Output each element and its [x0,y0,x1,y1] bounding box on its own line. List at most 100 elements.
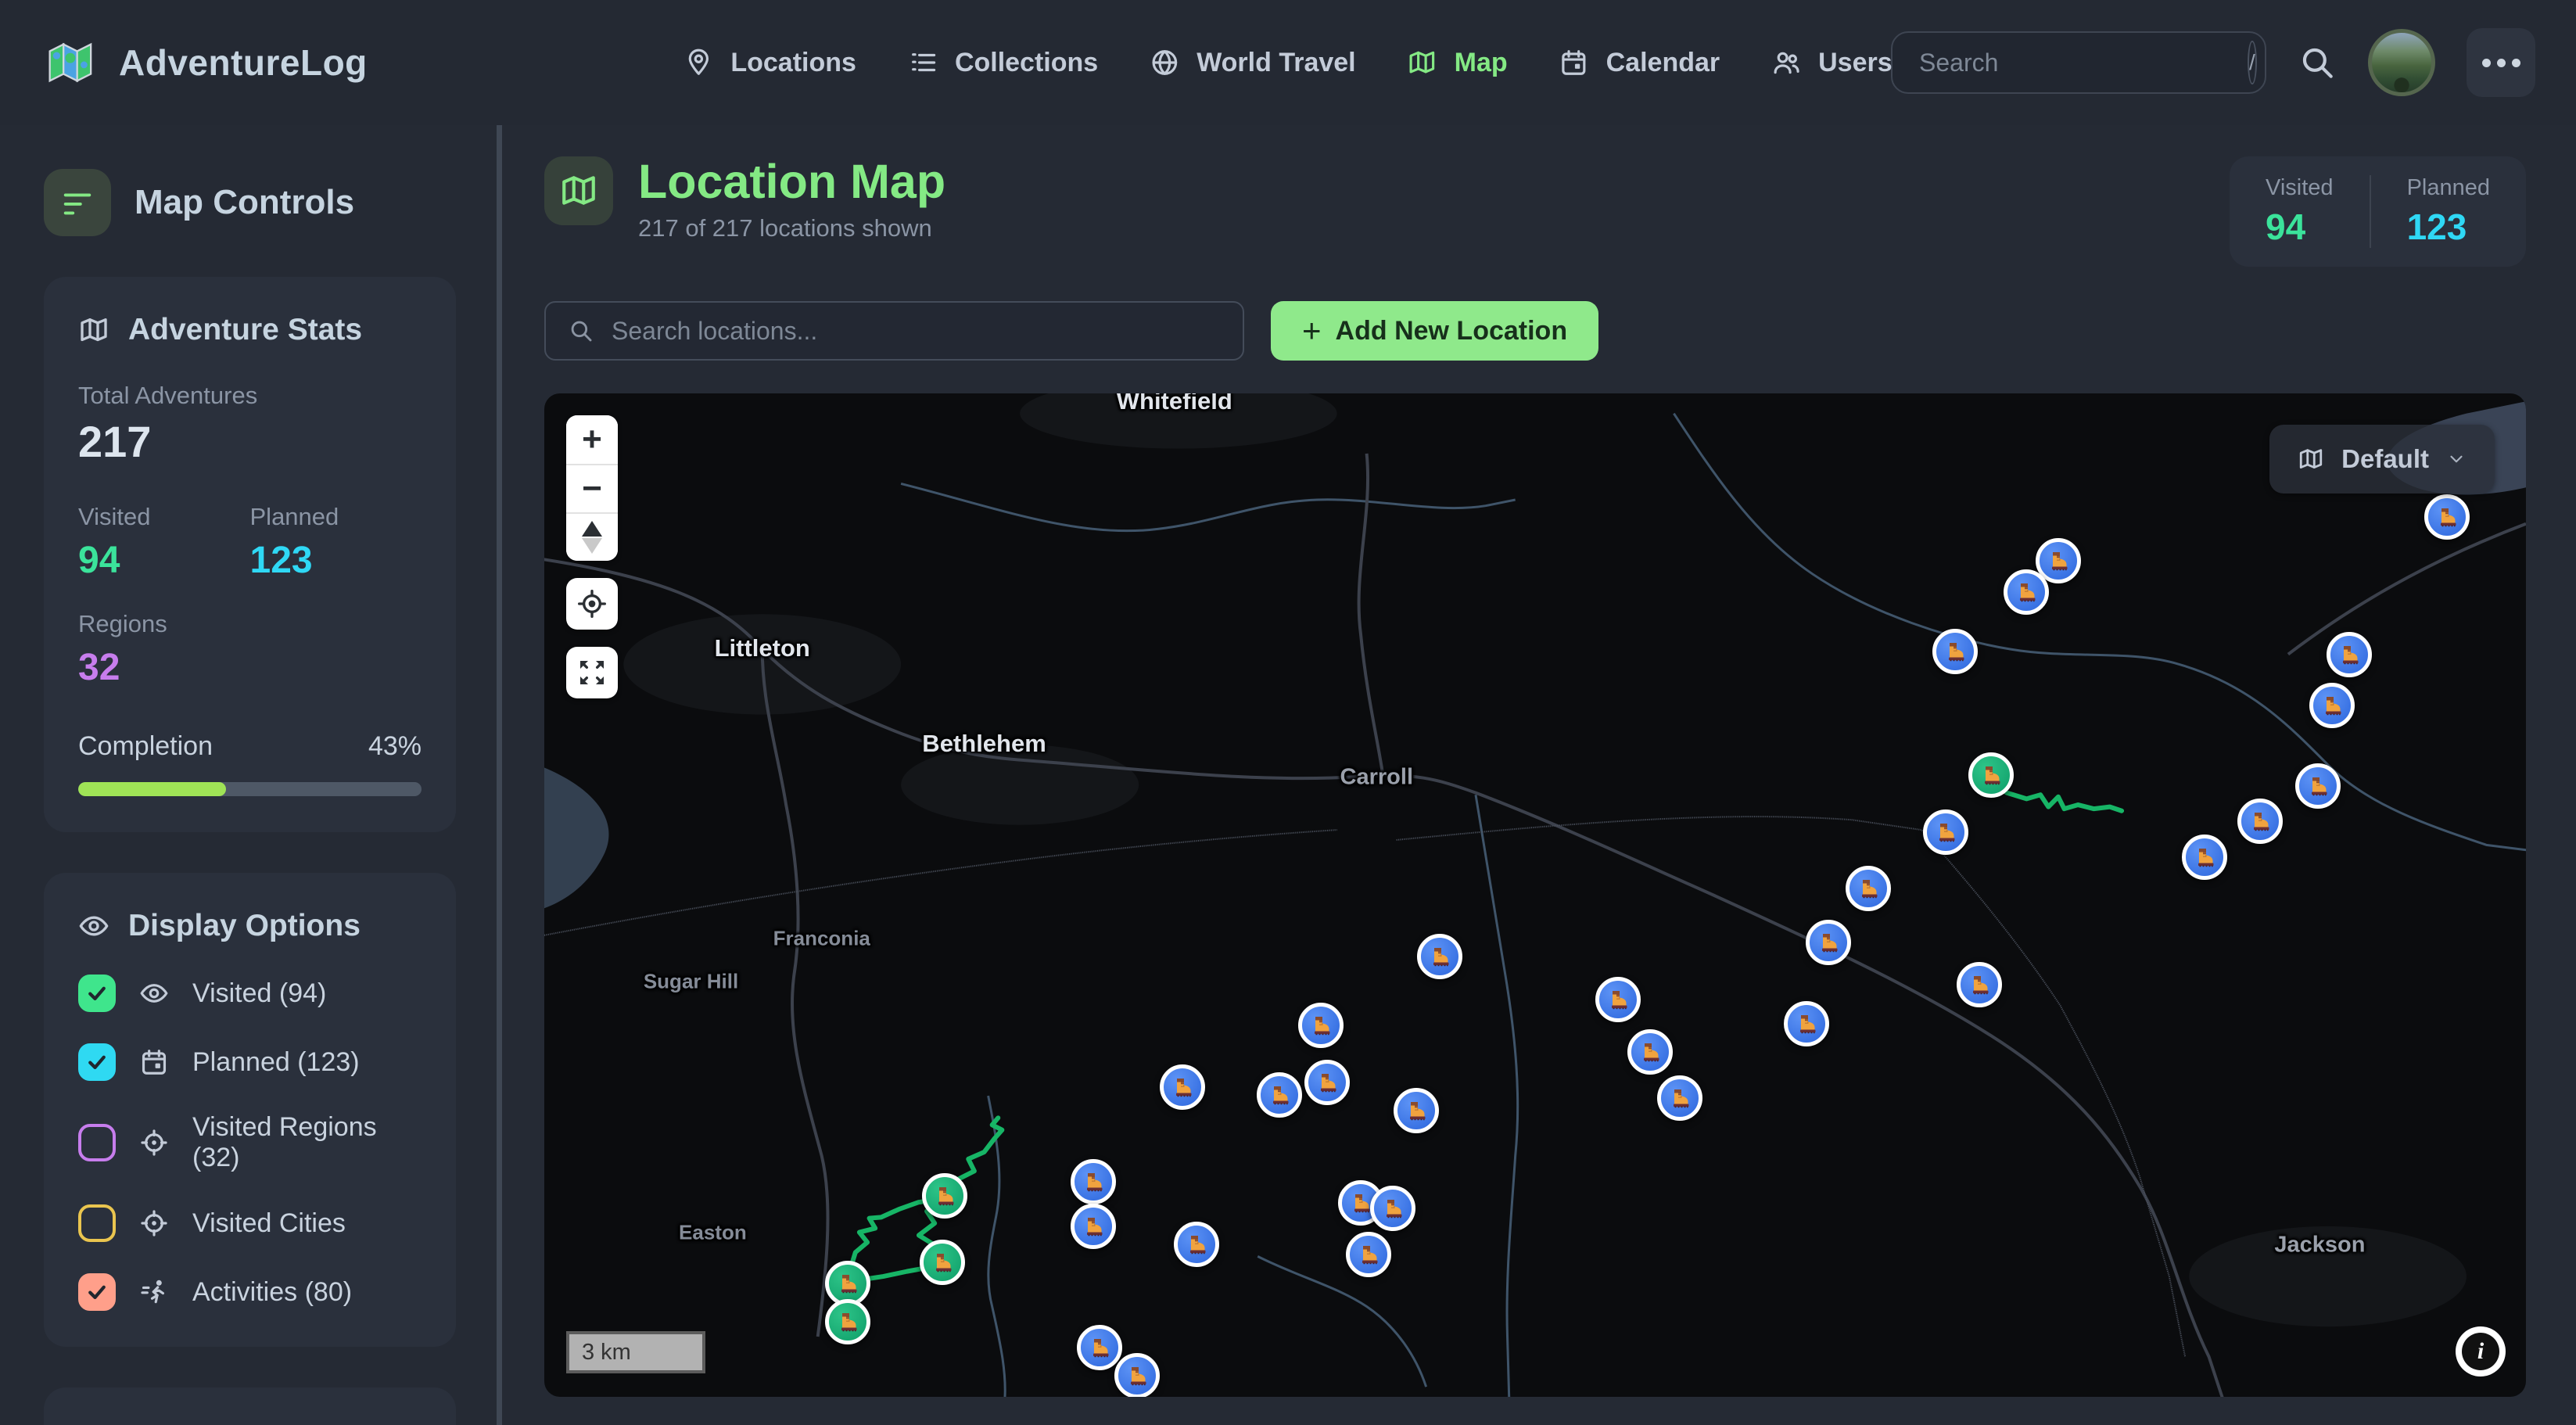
more-menu-button[interactable] [2467,28,2535,97]
checkbox[interactable] [78,1204,116,1242]
map-town-label: Carroll [1340,764,1414,790]
users-icon [1771,48,1801,77]
nav-item-collections[interactable]: Collections [908,48,1098,78]
global-search[interactable]: / [1891,31,2266,94]
checkbox[interactable] [78,1273,116,1311]
nav-item-map[interactable]: Map [1408,48,1508,78]
add-new-location-button[interactable]: + Add New Location [1271,301,1599,361]
map-marker-default[interactable] [1932,628,1979,674]
plus-icon: + [1302,312,1322,349]
map-decor [544,393,2526,1397]
map-controls: + − [566,415,618,698]
nav-item-calendar[interactable]: Calendar [1559,48,1720,78]
completion-progressbar [78,782,422,796]
map-marker-default[interactable] [1393,1088,1439,1134]
map-marker-default[interactable] [1595,976,1641,1022]
page-title: Location Map [638,155,946,208]
location-search-input[interactable] [612,316,1221,346]
locate-button[interactable] [566,578,618,630]
search-icon [568,318,594,344]
search-icon[interactable] [2298,43,2337,82]
brand[interactable]: AdventureLog [41,35,368,90]
search-shortcut-badge: / [2248,41,2257,84]
map-marker-default[interactable] [1346,1231,1392,1277]
zoom-out-button[interactable]: − [566,464,618,512]
calendar-icon [139,1047,169,1077]
map-marker-default[interactable] [1304,1060,1350,1106]
zoom-in-button[interactable]: + [566,415,618,464]
total-adventures-label: Total Adventures [78,382,258,409]
map-marker-default[interactable] [1784,1000,1830,1046]
stat-regions: Regions 32 [78,610,167,688]
checkbox[interactable] [78,975,116,1012]
map-town-label: Franconia [773,926,870,950]
map-marker-default[interactable] [1257,1071,1303,1118]
map-outline-icon [2298,446,2324,472]
map-town-label: Jackson [2274,1232,2366,1258]
checkbox[interactable] [78,1043,116,1081]
map-marker-default[interactable] [2327,631,2373,677]
map-marker-default[interactable] [1627,1028,1673,1075]
map-marker-default[interactable] [2294,763,2341,809]
basemap-selector[interactable]: Default [2269,425,2495,494]
map-marker-default[interactable] [1159,1064,1205,1110]
map-marker-visited[interactable] [921,1173,967,1219]
nav-item-world-travel[interactable]: World Travel [1150,48,1356,78]
global-search-input[interactable] [1919,48,2248,77]
total-adventures-value: 217 [78,417,152,466]
map-marker-default[interactable] [1070,1203,1116,1249]
locate-icon [576,588,608,619]
top-navbar: AdventureLog Locations Collections World T… [0,0,2576,125]
summary-planned-label: Planned [2406,175,2490,200]
map-marker-default[interactable] [1298,1003,1344,1049]
display-option-planned-123-[interactable]: Planned (123) [78,1043,422,1081]
runner-icon [139,1277,169,1307]
map-marker-default[interactable] [1417,933,1463,979]
nav-item-locations[interactable]: Locations [683,48,856,78]
map-marker-default[interactable] [2004,569,2050,616]
map-marker-default[interactable] [2182,834,2228,880]
avatar[interactable] [2368,29,2435,96]
compass-button[interactable] [566,512,618,561]
summary-visited-value: 94 [2266,206,2306,247]
stat-visited: Visited 94 [78,503,151,581]
map-marker-default[interactable] [1070,1159,1116,1205]
map-marker-default[interactable] [1845,865,1891,911]
page-subtitle: 217 of 217 locations shown [638,214,932,242]
location-search[interactable] [544,301,1244,361]
display-option-visited-94-[interactable]: Visited (94) [78,975,422,1012]
map-info-button[interactable]: i [2456,1326,2506,1377]
stats-grid: Visited 94 Planned 123 Regions 32 [78,475,422,689]
map-marker-default[interactable] [1806,919,1852,965]
completion-label: Completion [78,731,213,761]
map-marker-visited[interactable] [920,1240,966,1286]
map-marker-default[interactable] [1922,809,1968,855]
map-marker-default[interactable] [1173,1221,1219,1267]
map-marker-default[interactable] [1338,1180,1383,1226]
map-marker-visited[interactable] [1968,752,2014,798]
map-marker-visited[interactable] [824,1261,870,1307]
display-options-list: Visited (94) Planned (123) Visited Regio… [78,975,422,1311]
display-option-activities-80-[interactable]: Activities (80) [78,1273,422,1311]
display-option-visited-regions-32-[interactable]: Visited Regions (32) [78,1112,422,1173]
list-icon [908,48,938,77]
map-marker-default[interactable] [1369,1185,1415,1231]
display-option-visited-cities[interactable]: Visited Cities [78,1204,422,1242]
map-marker-default[interactable] [1956,961,2002,1007]
display-options-title: Display Options [128,909,361,942]
map-marker-default[interactable] [2237,798,2284,844]
pin-icon [683,48,713,77]
new-location-card: + New Location Click on the map to place… [44,1387,456,1425]
map-outline-icon [78,314,109,346]
nav-item-users[interactable]: Users [1771,48,1893,78]
map-marker-default[interactable] [1076,1325,1122,1371]
checkbox[interactable] [78,1124,116,1161]
map-canvas[interactable]: Whitefield Littleton Bethlehem Carroll Franc… [544,393,2526,1397]
map-marker-default[interactable] [2424,494,2470,540]
fullscreen-button[interactable] [566,647,618,698]
map-marker-visited[interactable] [824,1298,870,1344]
map-marker-default[interactable] [1656,1075,1702,1121]
map-marker-default[interactable] [2309,683,2355,728]
main-nav: Locations Collections World Travel Map Calen… [683,0,1893,125]
map-marker-default[interactable] [1114,1353,1160,1397]
